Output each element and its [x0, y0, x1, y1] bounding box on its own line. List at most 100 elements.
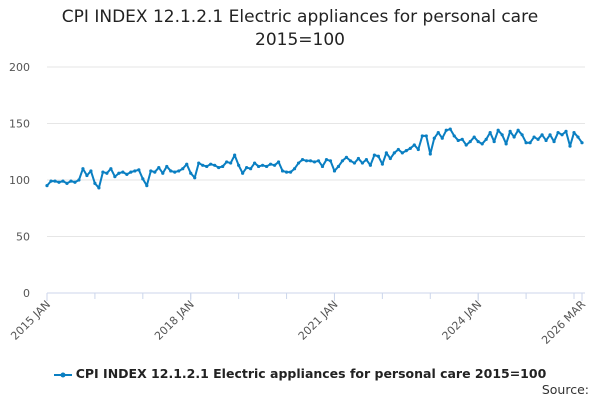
- data-point: [368, 163, 372, 167]
- data-point: [268, 162, 273, 166]
- data-point: [241, 171, 245, 175]
- data-point: [512, 135, 516, 139]
- data-point: [332, 169, 337, 173]
- data-point: [169, 169, 173, 173]
- data-point: [101, 170, 105, 174]
- data-point: [296, 161, 301, 165]
- data-point: [400, 151, 404, 155]
- data-point: [145, 184, 149, 188]
- data-point: [532, 135, 536, 139]
- data-point: [292, 167, 297, 171]
- data-point: [496, 128, 500, 132]
- data-point: [408, 146, 412, 150]
- data-point: [209, 162, 213, 166]
- y-tick-label: 200: [9, 61, 30, 74]
- data-point: [540, 133, 544, 137]
- data-point: [300, 158, 305, 162]
- data-point: [53, 179, 57, 183]
- data-point: [516, 128, 520, 132]
- data-point: [504, 142, 508, 146]
- data-point: [556, 130, 560, 135]
- source-label: Source:: [541, 382, 589, 397]
- data-point: [304, 159, 309, 163]
- data-point: [412, 143, 416, 147]
- data-point: [424, 134, 428, 138]
- data-point: [225, 160, 229, 164]
- data-point: [320, 164, 325, 169]
- data-point: [500, 133, 504, 137]
- x-tick-label: 2021 JAN: [296, 298, 341, 343]
- data-point: [117, 171, 121, 175]
- data-point: [432, 136, 436, 140]
- data-point: [356, 156, 361, 161]
- data-point: [564, 129, 568, 134]
- data-point: [97, 186, 101, 190]
- data-point: [448, 127, 452, 131]
- data-point: [260, 163, 265, 167]
- legend[interactable]: CPI INDEX 12.1.2.1 Electric appliances f…: [0, 366, 600, 381]
- data-point: [93, 181, 97, 185]
- data-point: [472, 135, 476, 139]
- data-point: [153, 170, 157, 174]
- data-point: [61, 179, 65, 183]
- data-point: [276, 160, 281, 164]
- data-point: [480, 142, 484, 146]
- data-point: [528, 141, 532, 145]
- data-point: [436, 130, 440, 135]
- data-point: [157, 165, 161, 170]
- data-point: [129, 170, 133, 174]
- data-point: [352, 161, 357, 165]
- data-point: [177, 169, 181, 173]
- legend-swatch-icon: [53, 372, 72, 377]
- data-point: [73, 180, 77, 184]
- data-point: [233, 153, 237, 157]
- data-point: [65, 181, 69, 185]
- data-point: [272, 163, 277, 167]
- data-point: [416, 147, 420, 152]
- data-point: [316, 159, 321, 163]
- data-point: [336, 164, 341, 169]
- data-point: [544, 138, 548, 143]
- data-point: [468, 139, 472, 144]
- data-point: [364, 158, 369, 162]
- y-tick-label: 150: [9, 118, 30, 131]
- data-point: [189, 171, 193, 175]
- data-point: [520, 133, 524, 137]
- data-point: [560, 133, 564, 137]
- data-point: [420, 134, 424, 138]
- data-point: [460, 137, 464, 141]
- data-point: [173, 170, 177, 174]
- chart-title-line-2: 2015=100: [255, 30, 345, 50]
- data-point: [464, 143, 468, 147]
- data-point: [45, 184, 49, 188]
- data-point: [105, 171, 109, 175]
- data-point: [109, 167, 113, 171]
- data-point: [245, 165, 249, 170]
- data-point: [384, 151, 388, 155]
- data-point: [568, 144, 572, 148]
- x-tick-label: 2015 JAN: [8, 298, 53, 343]
- data-point: [57, 180, 61, 184]
- x-tick-label: 2026 MAR: [539, 298, 588, 347]
- data-point: [205, 164, 209, 169]
- data-point: [249, 167, 253, 171]
- data-point: [221, 164, 225, 169]
- data-point: [344, 155, 349, 159]
- data-point: [161, 171, 165, 175]
- data-point: [452, 134, 456, 138]
- data-point: [456, 138, 460, 143]
- data-point: [49, 179, 53, 183]
- data-point: [165, 164, 169, 169]
- data-point: [444, 128, 448, 132]
- data-point: [548, 133, 552, 137]
- data-point: [113, 175, 117, 179]
- data-point: [201, 163, 205, 167]
- data-point: [85, 173, 89, 178]
- data-point: [229, 161, 233, 165]
- data-point: [197, 161, 201, 165]
- data-point: [348, 159, 353, 163]
- y-tick-label: 100: [9, 174, 30, 187]
- data-point: [193, 176, 197, 180]
